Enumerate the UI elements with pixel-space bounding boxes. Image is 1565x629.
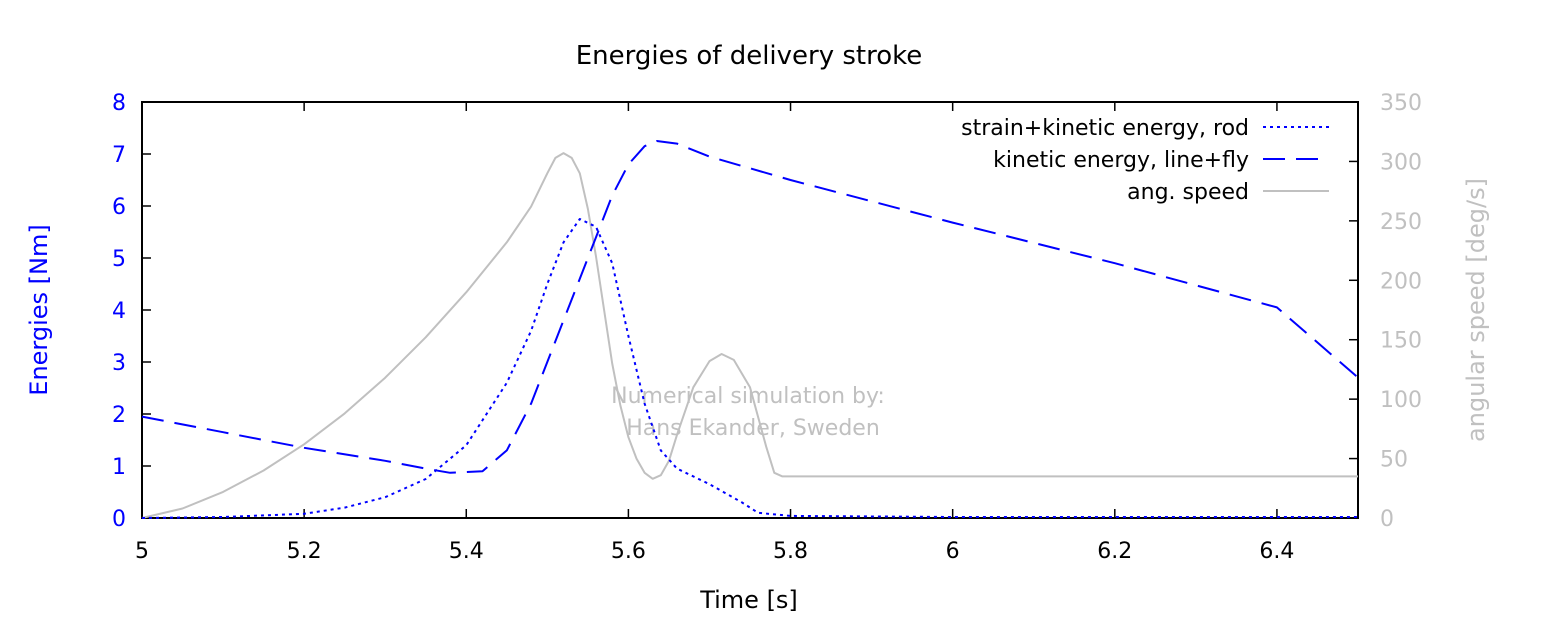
x-tick-label: 5.8 <box>773 539 808 564</box>
right-y-tick-label: 0 <box>1380 507 1394 532</box>
legend: strain+kinetic energy, rod kinetic energ… <box>961 116 1329 205</box>
left-y-tick-label: 6 <box>112 195 126 220</box>
x-tick-label: 6 <box>946 539 960 564</box>
left-y-tick-label: 4 <box>112 299 126 324</box>
right-y-tick-label: 200 <box>1380 269 1422 294</box>
left-y-tick-label: 7 <box>112 143 126 168</box>
x-tick-label: 6.4 <box>1259 539 1294 564</box>
series-layer <box>141 140 1359 519</box>
series-line-ang-speed <box>141 152 1358 519</box>
right-y-tick-label: 100 <box>1380 388 1422 413</box>
left-y-axis-label: Energies [Nm] <box>25 224 53 395</box>
series-line-kinetic-energy-line-fly <box>141 140 1359 474</box>
right-y-tick-label: 250 <box>1380 210 1422 235</box>
x-tick-label: 5.2 <box>287 539 322 564</box>
legend-label-line-fly: kinetic energy, line+fly <box>993 148 1249 173</box>
left-y-tick-label: 5 <box>112 247 126 272</box>
chart-title: Energies of delivery stroke <box>576 41 923 71</box>
x-tick-label: 6.2 <box>1097 539 1132 564</box>
left-y-tick-label: 8 <box>112 91 126 116</box>
left-y-tick-label: 1 <box>112 455 126 480</box>
x-tick-label: 5 <box>135 539 149 564</box>
annotation-line-2: Hans Ekander, Sweden <box>626 416 880 441</box>
right-y-tick-label: 150 <box>1380 329 1422 354</box>
x-axis-ticks: 5 5.2 5.4 5.6 5.8 6 6.2 6.4 <box>135 102 1294 564</box>
left-y-axis-ticks: 0 1 2 3 4 5 6 7 8 <box>112 91 151 532</box>
left-y-tick-label: 0 <box>112 507 126 532</box>
legend-label-rod: strain+kinetic energy, rod <box>961 116 1249 141</box>
right-y-tick-label: 300 <box>1380 150 1422 175</box>
x-axis-label: Time [s] <box>699 586 798 614</box>
x-tick-label: 5.4 <box>449 539 484 564</box>
series-line-strain-kinetic-energy-rod <box>141 218 1358 519</box>
right-y-tick-label: 50 <box>1380 448 1408 473</box>
legend-label-ang-speed: ang. speed <box>1127 180 1249 205</box>
right-y-tick-label: 350 <box>1380 91 1422 116</box>
left-y-tick-label: 2 <box>112 403 126 428</box>
left-y-tick-label: 3 <box>112 351 126 376</box>
right-y-axis-ticks: 0 50 100 150 200 250 300 350 <box>1349 91 1422 532</box>
x-tick-label: 5.6 <box>611 539 646 564</box>
right-y-axis-label: angular speed [deg/s] <box>1462 178 1490 442</box>
annotation-line-1: Numerical simulation by: <box>611 384 885 409</box>
